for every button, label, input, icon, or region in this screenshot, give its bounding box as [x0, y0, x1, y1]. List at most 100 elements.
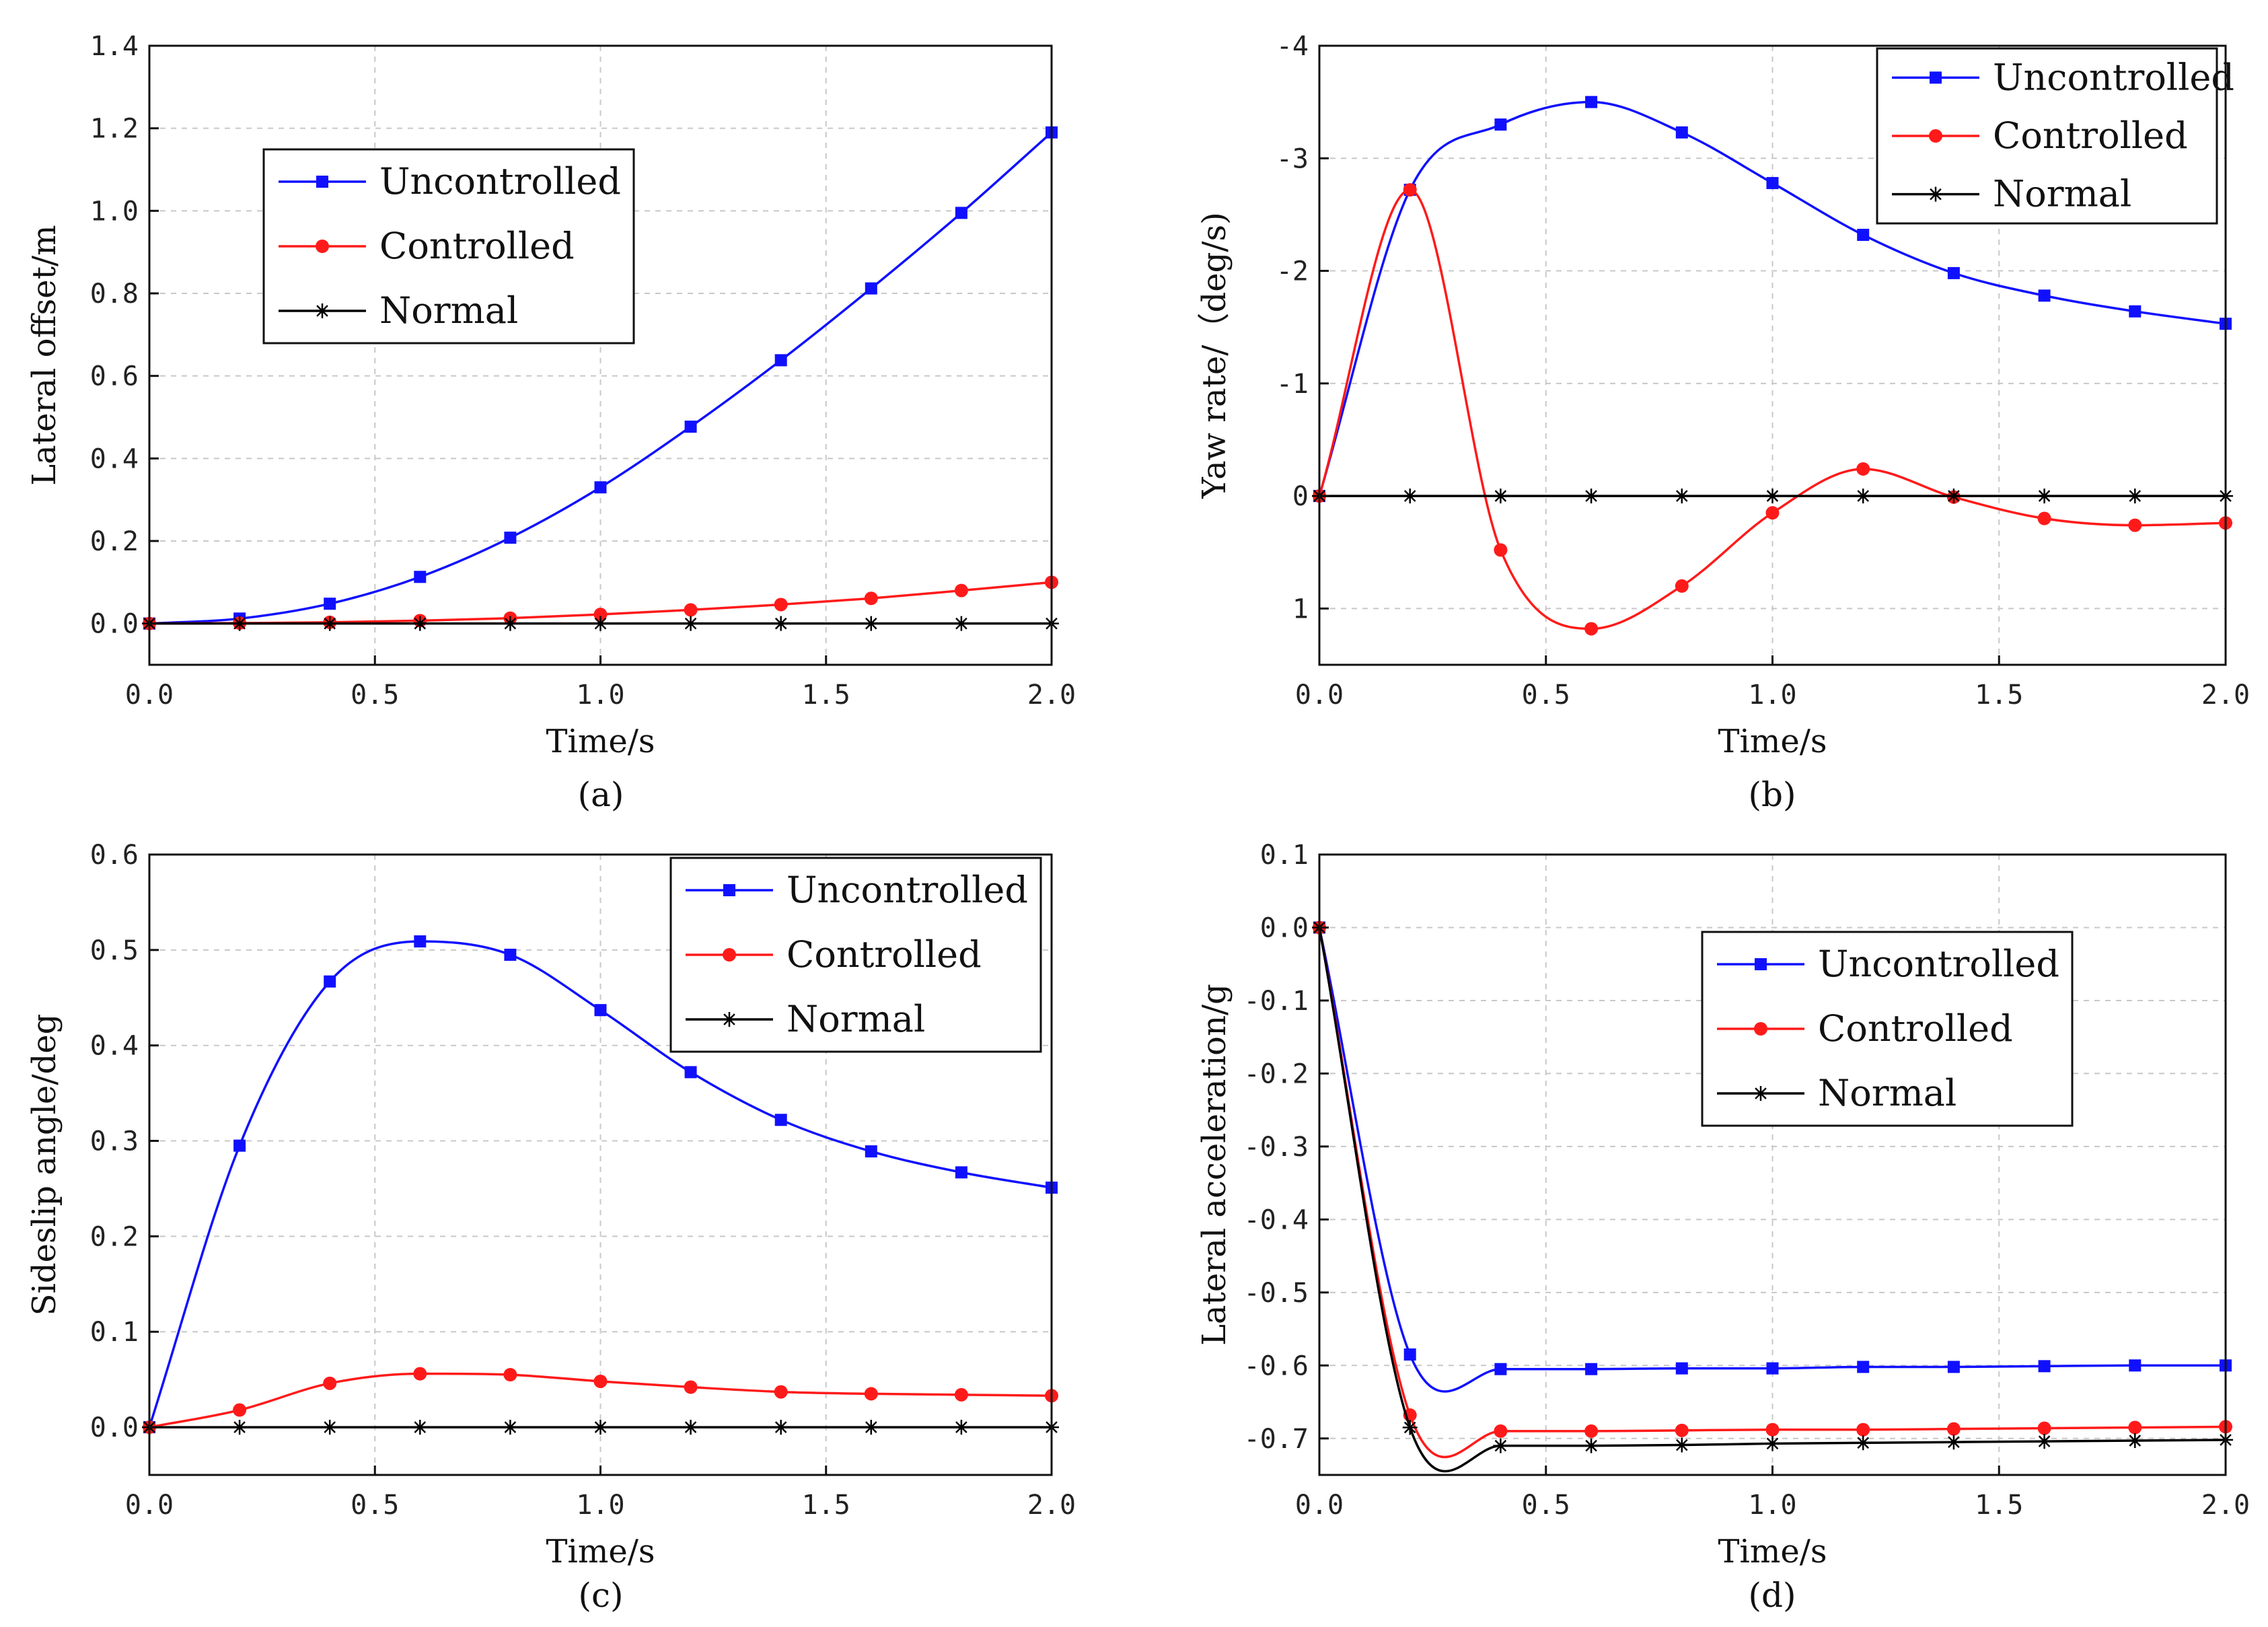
x-tick-label: 0.0	[125, 1490, 174, 1521]
data-point-controlled	[684, 1380, 698, 1394]
data-point-controlled	[774, 1385, 788, 1399]
x-tick-label: 1.0	[576, 1490, 624, 1521]
series-line-uncontrolled	[149, 131, 1053, 625]
data-point-uncontrolled	[1857, 229, 1870, 242]
y-axis-label: Yaw rate/（deg/s)	[1196, 212, 1233, 499]
legend-label-uncontrolled: Uncontrolled	[787, 869, 1028, 911]
data-point-controlled	[1946, 1422, 1961, 1436]
data-point-uncontrolled	[684, 421, 697, 433]
data-point-uncontrolled	[955, 1166, 967, 1179]
legend-label-normal: Normal	[1993, 173, 2131, 215]
data-point-normal	[1674, 489, 1689, 504]
x-tick-label: 2.0	[2201, 1490, 2250, 1521]
legend-entry-normal: Normal	[686, 998, 925, 1040]
legend-marker-uncontrolled	[1755, 958, 1767, 970]
data-point-normal	[953, 1420, 969, 1435]
data-point-uncontrolled	[2129, 305, 2142, 318]
y-tick-label: 1.4	[90, 31, 139, 62]
data-point-normal	[593, 616, 608, 631]
legend: Uncontrolled Controlled Normal	[262, 148, 635, 345]
data-point-uncontrolled	[774, 354, 787, 367]
data-point-controlled	[1765, 1422, 1780, 1437]
legend: Uncontrolled Controlled Normal	[1701, 931, 2074, 1127]
data-point-uncontrolled	[1675, 126, 1688, 139]
y-tick-label: 0.1	[90, 1317, 139, 1348]
legend-entry-uncontrolled: Uncontrolled	[279, 160, 621, 203]
data-point-uncontrolled	[1947, 266, 1960, 279]
data-point-controlled	[954, 1387, 968, 1402]
data-point-uncontrolled	[504, 532, 517, 544]
data-point-normal	[1856, 489, 1871, 504]
data-point-uncontrolled	[1857, 1361, 1870, 1373]
y-tick-label: -0.6	[1244, 1350, 1309, 1381]
y-tick-label: 0.6	[90, 361, 139, 392]
legend-entry-normal: Normal	[1717, 1072, 1956, 1114]
y-tick-label: -0.7	[1244, 1424, 1309, 1455]
data-point-normal	[322, 1420, 338, 1435]
data-point-controlled	[593, 1374, 608, 1388]
legend-marker-uncontrolled	[316, 176, 328, 188]
data-point-uncontrolled	[955, 207, 967, 219]
legend-marker-normal	[1928, 186, 1943, 202]
data-point-uncontrolled	[774, 1114, 787, 1126]
data-point-normal	[1765, 1436, 1780, 1451]
data-point-normal	[1493, 1438, 1508, 1453]
y-tick-label: 0.4	[90, 1031, 139, 1062]
data-point-normal	[412, 1420, 428, 1435]
data-point-normal	[1765, 489, 1780, 504]
x-tick-label: 2.0	[1027, 680, 1076, 711]
data-point-controlled	[593, 608, 608, 622]
legend-label-controlled: Controlled	[787, 933, 982, 976]
x-tick-label: 2.0	[1027, 1490, 1076, 1521]
legend-label-uncontrolled: Uncontrolled	[1818, 943, 2059, 985]
data-point-normal	[2037, 1434, 2052, 1449]
x-tick-label: 0.0	[125, 680, 174, 711]
data-point-controlled	[2037, 511, 2051, 526]
data-point-controlled	[1403, 183, 1417, 197]
data-point-controlled	[1584, 1424, 1599, 1438]
x-tick-label: 0.5	[351, 1490, 399, 1521]
y-tick-label: 0.0	[90, 609, 139, 640]
data-point-uncontrolled	[1403, 1348, 1416, 1361]
x-tick-label: 2.0	[2201, 680, 2250, 711]
panel-d: 0.0 0.5 1.0 1.5 2.0 0.1 0.0 -0.1 -0.2 -0.3 -0.4 -0.…	[1196, 840, 2250, 1615]
data-point-uncontrolled	[865, 1145, 877, 1158]
data-point-uncontrolled	[1766, 1362, 1779, 1375]
y-tick-label: 0.8	[90, 279, 139, 310]
y-tick-label: 0.3	[90, 1126, 139, 1157]
panel-b: 0.0 0.5 1.0 1.5 2.0 -4 -3 -2 -1 0 1 Time/s Yaw rate/…	[1196, 31, 2250, 814]
legend-label-normal: Normal	[1818, 1072, 1956, 1114]
data-point-controlled	[1675, 1423, 1689, 1437]
data-point-uncontrolled	[504, 948, 517, 961]
data-point-uncontrolled	[1494, 118, 1507, 131]
data-point-normal	[1584, 1438, 1599, 1453]
data-point-normal	[503, 1420, 518, 1435]
x-tick-label: 0.5	[1522, 680, 1570, 711]
x-tick-label: 0.0	[1295, 680, 1344, 711]
data-point-uncontrolled	[414, 935, 427, 948]
data-point-normal	[683, 616, 698, 631]
x-axis-label: Time/s	[546, 723, 655, 760]
data-point-normal	[1856, 1435, 1871, 1451]
y-tick-label: -2	[1276, 256, 1309, 287]
data-point-controlled	[1856, 462, 1870, 476]
y-tick-label: -3	[1276, 143, 1309, 174]
data-point-uncontrolled	[865, 282, 877, 295]
data-point-controlled	[233, 1403, 247, 1417]
panel-a: 0.0 0.5 1.0 1.5 2.0 0.0 0.2 0.4 0.6 0.8 1.0 1.2 1.4 T…	[26, 31, 1076, 814]
data-point-uncontrolled	[414, 571, 427, 583]
data-point-controlled	[684, 603, 698, 617]
panel-caption: (d)	[1748, 1576, 1796, 1615]
legend-entry-uncontrolled: Uncontrolled	[1892, 56, 2234, 98]
x-tick-label: 0.5	[1522, 1490, 1570, 1521]
data-point-normal	[232, 1420, 248, 1435]
data-point-controlled	[323, 1376, 337, 1390]
data-point-normal	[2127, 1433, 2143, 1449]
data-point-normal	[1946, 1435, 1961, 1450]
y-tick-label: 0.1	[1260, 840, 1309, 871]
data-point-uncontrolled	[594, 481, 607, 494]
x-tick-label: 1.5	[802, 680, 850, 711]
data-point-normal	[2127, 489, 2143, 504]
data-point-controlled	[413, 1367, 427, 1381]
